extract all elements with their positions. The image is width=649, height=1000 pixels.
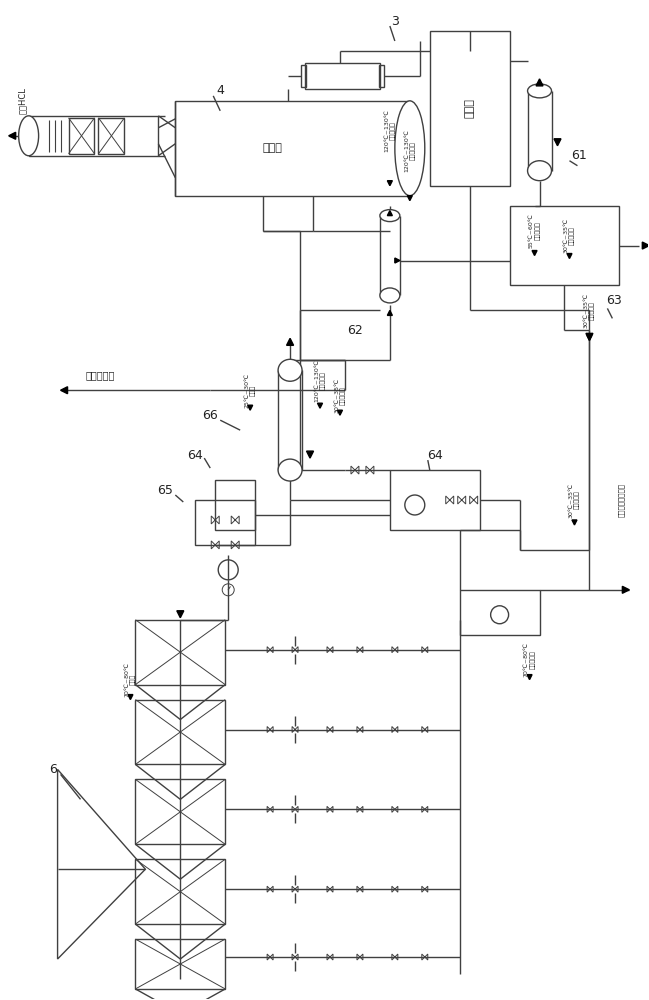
Polygon shape <box>587 335 592 340</box>
Ellipse shape <box>528 84 552 98</box>
Text: 3: 3 <box>391 15 398 28</box>
Polygon shape <box>586 333 593 340</box>
Text: 解析塔: 解析塔 <box>263 143 282 153</box>
Text: 30℃~35℃
氯硅烷筱液: 30℃~35℃ 氯硅烷筱液 <box>334 378 346 413</box>
Bar <box>136 620 225 685</box>
Polygon shape <box>572 520 577 525</box>
Polygon shape <box>177 611 184 618</box>
Text: 55℃~60℃
氯硅烷筱液: 55℃~60℃ 氯硅烷筱液 <box>529 213 541 248</box>
Ellipse shape <box>19 116 38 156</box>
Bar <box>136 700 225 764</box>
Bar <box>215 480 255 530</box>
Polygon shape <box>60 387 67 394</box>
Bar <box>390 470 480 530</box>
Text: 65: 65 <box>158 484 173 497</box>
Text: 120℃~130℃
氯硅烷筱液: 120℃~130℃ 氯硅烷筱液 <box>384 109 396 152</box>
Polygon shape <box>395 258 400 263</box>
Text: 吸收塔: 吸收塔 <box>465 98 474 118</box>
Polygon shape <box>527 675 532 680</box>
Ellipse shape <box>278 359 302 381</box>
Text: 63: 63 <box>607 294 622 307</box>
Text: 氯硅烷液去吸收塔: 氯硅烷液去吸收塔 <box>618 483 625 517</box>
Polygon shape <box>337 410 343 415</box>
Text: 4: 4 <box>216 84 224 97</box>
Polygon shape <box>287 338 293 345</box>
Polygon shape <box>554 139 561 146</box>
Bar <box>459 590 539 635</box>
Text: 30℃~35℃
氯硅烷筱液: 30℃~35℃ 氯硅烷筱液 <box>564 218 575 253</box>
Ellipse shape <box>380 210 400 222</box>
Bar <box>509 206 619 285</box>
Polygon shape <box>387 211 393 216</box>
Bar <box>195 500 255 545</box>
Polygon shape <box>643 242 649 249</box>
Ellipse shape <box>380 288 400 303</box>
Text: 采出HCL: 采出HCL <box>18 87 27 114</box>
Text: 30℃~35℃
氯硅烷筱液: 30℃~35℃ 氯硅烷筱液 <box>569 483 580 518</box>
Bar <box>430 31 509 186</box>
Text: 64: 64 <box>188 449 203 462</box>
Polygon shape <box>536 79 543 86</box>
Polygon shape <box>387 181 393 186</box>
Text: 70℃~80℃
氯硅烷: 70℃~80℃ 氯硅烷 <box>125 662 136 697</box>
Polygon shape <box>622 586 630 593</box>
Text: 120℃~130℃
氯硅烷筱液: 120℃~130℃ 氯硅烷筱液 <box>404 129 415 172</box>
Ellipse shape <box>395 101 425 196</box>
Text: 62: 62 <box>347 324 363 337</box>
Text: 30℃~35℃
氯硅烷筱液: 30℃~35℃ 氯硅烷筱液 <box>583 293 595 328</box>
Bar <box>305 63 380 89</box>
Text: 64: 64 <box>427 449 443 462</box>
Text: 25℃~30℃
氯硅烷: 25℃~30℃ 氯硅烷 <box>245 373 256 408</box>
Text: 70℃~80℃
氯硅烷筱液: 70℃~80℃ 氯硅烷筱液 <box>524 642 535 677</box>
Polygon shape <box>387 310 393 315</box>
Polygon shape <box>248 405 252 410</box>
Bar <box>136 859 225 924</box>
Text: 61: 61 <box>572 149 587 162</box>
Bar <box>379 65 384 87</box>
Bar <box>136 779 225 844</box>
Polygon shape <box>317 403 323 408</box>
Polygon shape <box>128 695 133 700</box>
Polygon shape <box>567 254 572 259</box>
Text: 去精馏工序: 去精馏工序 <box>86 370 115 380</box>
Bar <box>99 118 125 154</box>
Bar <box>175 101 410 196</box>
Bar <box>69 118 95 154</box>
Text: 66: 66 <box>202 409 218 422</box>
Text: 120℃~130℃
氯硅烷筱液: 120℃~130℃ 氯硅烷筱液 <box>314 359 326 402</box>
Bar <box>136 939 225 989</box>
Polygon shape <box>532 251 537 256</box>
Bar <box>301 65 306 87</box>
Polygon shape <box>408 196 412 201</box>
Polygon shape <box>306 451 313 458</box>
Bar <box>29 116 158 156</box>
Ellipse shape <box>278 459 302 481</box>
Polygon shape <box>8 132 16 139</box>
Text: 6: 6 <box>49 763 56 776</box>
Ellipse shape <box>528 161 552 181</box>
